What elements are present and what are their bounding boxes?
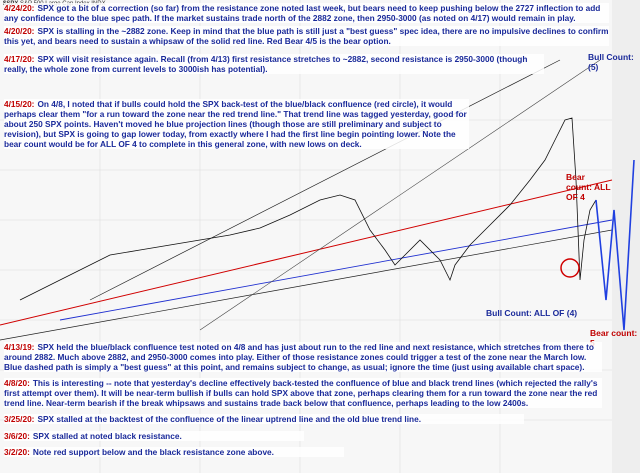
blue-trendline bbox=[59, 219, 613, 321]
bear-count-4: Bear count: ALL OF 4 bbox=[566, 172, 611, 202]
note: 4/17/20: SPX will visit resistance again.… bbox=[4, 54, 544, 74]
note-date: 4/8/20: bbox=[4, 378, 30, 388]
note-text: SPX held the blue/black confluence test … bbox=[4, 342, 594, 372]
note: 3/2/20: Note red support below and the bl… bbox=[4, 447, 344, 457]
note: 4/20/20: SPX is stalling in the ~2882 zon… bbox=[4, 26, 609, 46]
price-line bbox=[19, 117, 597, 301]
note-date: 4/24/20: bbox=[4, 3, 35, 13]
black-line-3 bbox=[199, 59, 601, 331]
blue-projection bbox=[595, 159, 635, 331]
note-date: 4/20/20: bbox=[4, 26, 35, 36]
note: 3/6/20: SPX stalled at noted black resist… bbox=[4, 431, 304, 441]
note: 4/24/20: SPX got a bit of a correction (s… bbox=[4, 3, 609, 23]
note-text: SPX stalled at the backtest of the confl… bbox=[37, 414, 422, 424]
note-text: SPX is stalling in the ~2882 zone. Keep … bbox=[4, 26, 609, 46]
note-date: 3/6/20: bbox=[4, 431, 30, 441]
note-text: On 4/8, I noted that if bulls could hold… bbox=[4, 99, 467, 149]
note-date: 4/17/20: bbox=[4, 54, 35, 64]
black-line-1 bbox=[89, 59, 561, 301]
note-date: 3/25/20: bbox=[4, 414, 35, 424]
note: 4/15/20: On 4/8, I noted that if bulls co… bbox=[4, 99, 469, 149]
note-text: Note red support below and the black res… bbox=[32, 447, 274, 457]
note: 3/25/20: SPX stalled at the backtest of t… bbox=[4, 414, 524, 424]
note-text: SPX will visit resistance again. Recall … bbox=[4, 54, 528, 74]
note: 4/8/20: This is interesting -- note that … bbox=[4, 378, 602, 408]
note-date: 3/2/20: bbox=[4, 447, 30, 457]
red-circle bbox=[560, 258, 580, 278]
note-text: This is interesting -- note that yesterd… bbox=[4, 378, 598, 408]
black-line-2 bbox=[0, 229, 613, 341]
note: 4/13/19: SPX held the blue/black confluen… bbox=[4, 342, 602, 372]
bull-count-5: Bull Count: (5) bbox=[588, 52, 634, 72]
note-text: SPX stalled at noted black resistance. bbox=[32, 431, 182, 441]
note-date: 4/15/20: bbox=[4, 99, 35, 109]
note-date: 4/13/19: bbox=[4, 342, 35, 352]
bull-count-4: Bull Count: ALL OF (4) bbox=[486, 308, 578, 318]
note-text: SPX got a bit of a correction (so far) f… bbox=[4, 3, 601, 23]
red-trendline bbox=[0, 179, 613, 326]
